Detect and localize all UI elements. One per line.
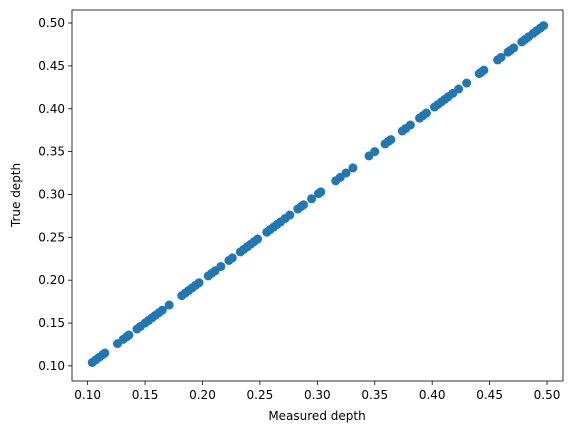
point (227, 253, 237, 263)
y-tick-label: 0.35 (38, 145, 65, 159)
y-tick-label: 0.25 (38, 230, 65, 244)
point (307, 194, 317, 204)
x-tick-label: 0.45 (476, 388, 503, 402)
point (348, 163, 358, 173)
y-tick-label: 0.10 (38, 359, 65, 373)
point (496, 52, 506, 62)
y-tick-label: 0.30 (38, 187, 65, 201)
point (405, 120, 415, 130)
plot-frame (71, 9, 564, 382)
x-tick-label: 0.40 (419, 388, 446, 402)
point (164, 300, 174, 310)
x-tick-label: 0.30 (304, 388, 331, 402)
point (421, 108, 431, 118)
x-tick-label: 0.35 (361, 388, 388, 402)
x-tick-label: 0.20 (189, 388, 216, 402)
point (194, 278, 204, 288)
point (454, 84, 464, 94)
point (479, 65, 489, 75)
y-tick-label: 0.45 (38, 59, 65, 73)
x-tick-label: 0.50 (534, 388, 561, 402)
y-tick-label: 0.15 (38, 316, 65, 330)
point (509, 43, 519, 53)
y-tick-label: 0.20 (38, 273, 65, 287)
x-tick-label: 0.10 (74, 388, 101, 402)
point (100, 348, 110, 358)
point (124, 330, 134, 340)
x-axis-label: Measured depth (268, 409, 365, 423)
point (299, 200, 309, 210)
point (462, 78, 472, 88)
point (253, 234, 263, 244)
point (386, 135, 396, 145)
x-tick-label: 0.25 (247, 388, 274, 402)
y-tick-label: 0.40 (38, 102, 65, 116)
x-tick-label: 0.15 (132, 388, 159, 402)
point (316, 187, 326, 197)
y-tick-label: 0.50 (38, 16, 65, 30)
point (157, 305, 167, 315)
point (370, 147, 380, 157)
point (539, 21, 549, 31)
point (216, 261, 226, 271)
point (285, 210, 295, 220)
y-axis-label: True depth (9, 163, 23, 228)
point (341, 168, 351, 178)
